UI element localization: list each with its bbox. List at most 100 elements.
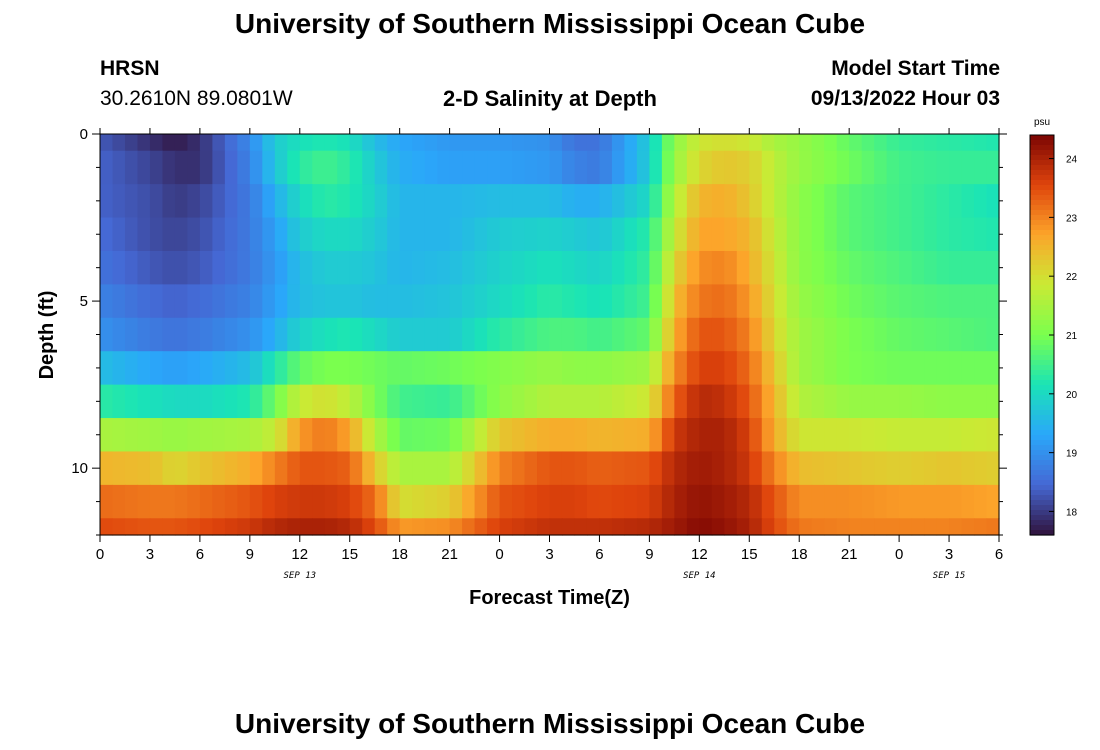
heat-cell (974, 134, 988, 152)
heat-cell (449, 134, 463, 152)
heat-cell (537, 317, 551, 352)
heat-cell (462, 250, 476, 285)
heat-cell (861, 284, 875, 319)
heat-cell (512, 284, 526, 319)
heat-cell (124, 418, 139, 453)
heat-cell (761, 217, 775, 252)
heat-cell (924, 518, 938, 536)
heat-cell (986, 384, 1000, 419)
heat-cell (561, 150, 576, 185)
heat-cell (212, 317, 226, 352)
heat-cell (686, 484, 700, 519)
heat-cell (437, 150, 451, 185)
heat-cell (661, 451, 675, 486)
heat-cell (474, 284, 488, 319)
heat-cell (499, 150, 513, 185)
heat-cell (137, 317, 151, 352)
heat-cell (549, 418, 563, 453)
date-label: SEP 15 (933, 571, 966, 581)
heat-cell (774, 351, 788, 386)
heat-cell (524, 317, 538, 352)
heat-cell (886, 384, 900, 419)
heat-cell (986, 484, 1000, 519)
heat-cell (736, 134, 750, 152)
heat-cell (711, 317, 725, 352)
heat-cell (824, 317, 838, 352)
heat-cell (636, 451, 650, 486)
heat-cell (274, 518, 288, 536)
heat-cell (961, 518, 975, 536)
heat-cell (549, 484, 563, 519)
heat-cell (162, 184, 176, 219)
colorbar-segment (1030, 260, 1054, 266)
heat-cell (736, 250, 750, 285)
heat-cell (936, 484, 950, 519)
heat-cell (611, 150, 626, 185)
heat-cell (499, 484, 513, 519)
heat-cell (799, 484, 813, 519)
heat-cell (399, 317, 413, 352)
heat-cell (886, 418, 900, 453)
heat-cell (824, 484, 838, 519)
heat-cell (274, 451, 288, 486)
heat-cell (387, 484, 401, 519)
heat-cell (811, 351, 825, 386)
heat-cell (886, 484, 900, 519)
heat-cell (299, 250, 313, 285)
heat-cell (224, 418, 238, 453)
heat-cell (824, 518, 838, 536)
heat-cell (449, 217, 463, 252)
heat-cell (262, 451, 276, 486)
y-axis-label: Depth (ft) (36, 291, 58, 380)
heat-cell (586, 134, 601, 152)
heat-cell (199, 451, 213, 486)
colorbar-segment (1030, 210, 1054, 216)
heat-cell (137, 484, 151, 519)
heat-cell (249, 150, 263, 185)
heat-cell (849, 217, 863, 252)
heat-cell (599, 134, 613, 152)
heat-cell (449, 317, 463, 352)
heat-cell (549, 250, 563, 285)
heat-cell (586, 518, 601, 536)
heat-cell (274, 351, 288, 386)
colorbar-tick-label: 22 (1066, 272, 1078, 283)
heat-cell (549, 518, 563, 536)
heat-cell (162, 484, 176, 519)
heat-cell (636, 134, 650, 152)
heat-cell (624, 351, 638, 386)
heat-cell (299, 418, 313, 453)
heat-cell (187, 484, 201, 519)
heat-cell (437, 134, 451, 152)
x-tick-label: 9 (246, 546, 254, 563)
heat-cell (249, 134, 263, 152)
heat-cell (936, 217, 950, 252)
heat-cell (312, 351, 326, 386)
heat-cell (811, 250, 825, 285)
heat-cell (749, 134, 763, 152)
heat-cell (312, 418, 326, 453)
heat-cell (924, 250, 938, 285)
heat-cell (574, 184, 588, 219)
heat-cell (674, 484, 688, 519)
heat-cell (849, 317, 863, 352)
page-title-bottom: University of Southern Mississippi Ocean… (234, 708, 866, 739)
heat-cell (861, 351, 875, 386)
heat-cell (824, 150, 838, 185)
heat-cell (287, 317, 301, 352)
colorbar-segment (1030, 305, 1054, 311)
colorbar-segment (1030, 400, 1054, 406)
heat-cell (474, 317, 488, 352)
heat-cell (611, 518, 626, 536)
heat-cell (199, 317, 213, 352)
heat-cell (499, 518, 513, 536)
heat-cell (112, 484, 126, 519)
heat-cell (387, 150, 401, 185)
heat-cell (861, 451, 875, 486)
heat-cell (137, 384, 151, 419)
heat-cell (649, 184, 663, 219)
heat-cell (399, 484, 413, 519)
heat-cell (449, 451, 463, 486)
colorbar-segment (1030, 490, 1054, 496)
heat-cell (736, 317, 750, 352)
